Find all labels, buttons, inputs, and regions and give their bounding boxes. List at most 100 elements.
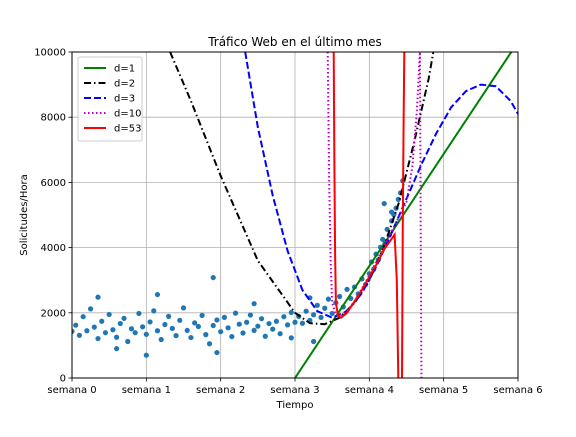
scatter-point <box>188 334 194 341</box>
scatter-point <box>143 352 149 358</box>
legend-label: d=53 <box>114 124 141 135</box>
scatter-layer <box>72 178 406 358</box>
scatter-point <box>132 330 138 336</box>
scatter-point <box>136 310 142 317</box>
scatter-point <box>232 310 239 316</box>
scatter-point <box>266 320 272 327</box>
scatter-point <box>310 338 317 345</box>
scatter-point <box>381 200 387 207</box>
scatter-point <box>72 328 75 334</box>
scatter-point <box>184 327 190 334</box>
scatter-point <box>251 301 257 307</box>
scatter-point <box>84 328 90 334</box>
legend-label: d=2 <box>114 79 135 90</box>
scatter-point <box>284 322 291 328</box>
scatter-point <box>281 314 287 320</box>
legend-label: d=1 <box>114 64 135 75</box>
scatter-point <box>195 323 201 330</box>
scatter-point <box>236 321 242 327</box>
y-axis-label: Solicitudes/Hora <box>19 174 30 256</box>
scatter-point <box>389 209 395 215</box>
series-line-d10 <box>326 52 423 378</box>
legend-label: d=3 <box>114 94 135 105</box>
scatter-point <box>288 335 294 341</box>
scatter-point <box>310 312 317 318</box>
scatter-point <box>325 296 332 302</box>
scatter-point <box>292 319 298 325</box>
scatter-point <box>203 332 209 338</box>
scatter-point <box>143 331 149 337</box>
scatter-point <box>206 341 213 347</box>
scatter-point <box>380 236 386 243</box>
scatter-point <box>251 327 257 334</box>
scatter-point <box>154 328 161 334</box>
scatter-point <box>106 311 112 318</box>
scatter-point <box>199 312 205 319</box>
x-tick-label: semana 3 <box>270 385 319 396</box>
scatter-point <box>270 326 276 332</box>
scatter-point <box>210 274 216 281</box>
scatter-point <box>95 294 101 300</box>
scatter-point <box>121 315 127 321</box>
scatter-point <box>303 308 309 314</box>
scatter-point <box>258 316 265 322</box>
legend: d=1 d=2 d=3 d=10 d=53 <box>77 56 143 142</box>
scatter-point <box>95 335 101 342</box>
scatter-point <box>140 324 146 330</box>
scatter-point <box>214 349 220 356</box>
legend-label: d=10 <box>114 109 141 120</box>
scatter-point <box>114 334 120 340</box>
scatter-point <box>229 333 235 340</box>
scatter-point <box>318 314 324 320</box>
scatter-point <box>329 310 335 317</box>
x-tick-label: semana 1 <box>122 385 171 396</box>
scatter-point <box>255 323 261 329</box>
scatter-point <box>214 317 220 323</box>
tick-layer: semana 0 semana 1 semana 2 semana 3 semana 4… <box>34 48 542 397</box>
chart-title: Tráfico Web en el último mes <box>207 35 382 49</box>
scatter-point <box>73 322 79 328</box>
series-layer <box>169 52 518 378</box>
scatter-point <box>128 326 135 332</box>
scatter-point <box>225 325 231 331</box>
legend-box <box>77 56 143 142</box>
series-line-d53 <box>332 52 400 378</box>
scatter-point <box>299 320 306 326</box>
x-tick-label: semana 0 <box>47 385 96 396</box>
scatter-point <box>102 330 109 336</box>
scatter-point <box>288 309 294 316</box>
scatter-point <box>240 330 246 336</box>
scatter-point <box>158 336 164 343</box>
scatter-point <box>110 327 116 333</box>
scatter-point <box>169 325 175 332</box>
scatter-point <box>147 319 153 325</box>
x-tick-label: semana 2 <box>196 385 245 396</box>
x-tick-label: semana 5 <box>419 385 468 396</box>
scatter-point <box>337 293 343 300</box>
scatter-point <box>322 305 328 311</box>
x-tick-label: semana 6 <box>493 385 542 396</box>
scatter-point <box>218 329 224 335</box>
scatter-point <box>117 320 123 327</box>
scatter-point <box>114 346 120 352</box>
series-line-d53 <box>401 52 406 378</box>
scatter-point <box>76 332 83 338</box>
scatter-point <box>180 305 187 311</box>
y-tick-label: 0 <box>60 374 66 385</box>
scatter-point <box>244 319 250 325</box>
scatter-point <box>177 317 183 323</box>
y-tick-label: 4000 <box>41 243 66 254</box>
scatter-point <box>162 321 168 328</box>
scatter-point <box>262 333 268 339</box>
y-tick-label: 10000 <box>34 48 66 59</box>
x-axis-label: Tiempo <box>276 400 314 411</box>
scatter-point <box>80 314 86 320</box>
scatter-point <box>277 331 283 337</box>
scatter-point <box>87 306 94 312</box>
scatter-point <box>314 302 320 308</box>
scatter-point <box>247 312 253 318</box>
scatter-point <box>125 338 131 345</box>
scatter-point <box>192 320 198 326</box>
